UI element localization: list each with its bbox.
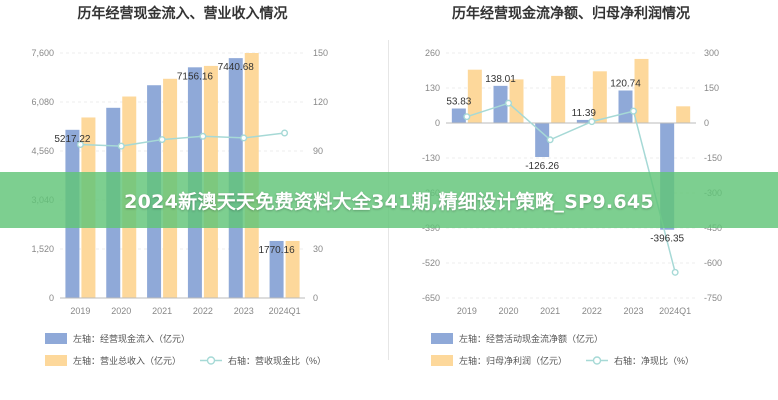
bar: [676, 106, 691, 123]
data-label: 5217.22: [54, 134, 91, 145]
y-right-tick-label: 30: [313, 244, 323, 254]
x-tick-label: 2024Q1: [269, 306, 301, 316]
x-tick-label: 2024Q1: [659, 306, 691, 316]
y-left-tick-label: 6,080: [31, 97, 54, 107]
legend-entry: 左轴：经营活动现金流净额（亿元）: [459, 333, 603, 344]
line-point: [463, 113, 471, 121]
banner-text: 2024新澳天天免费资料大全341期,精细设计策略_SP9.645: [124, 190, 654, 213]
line-point: [158, 136, 166, 144]
x-tick-label: 2019: [70, 306, 90, 316]
x-tick-label: 2021: [540, 306, 560, 316]
line-point: [629, 107, 637, 115]
legend-entry: 左轴：经营现金流入（亿元）: [73, 333, 190, 344]
bar: [509, 79, 524, 123]
legend-entry: 右轴：净现比（%）: [614, 355, 694, 366]
y-right-tick-label: 90: [313, 146, 323, 156]
y-right-tick-label: 0: [704, 118, 709, 128]
x-tick-label: 2020: [111, 306, 131, 316]
legend-swatch: [431, 333, 453, 344]
y-left-tick-label: 1,520: [31, 244, 54, 254]
y-left-tick-label: 0: [49, 293, 54, 303]
legend-entry: 左轴：归母净利润（亿元）: [459, 355, 567, 366]
x-tick-label: 2022: [193, 306, 213, 316]
x-tick-label: 2020: [498, 306, 518, 316]
x-tick-label: 2021: [152, 306, 172, 316]
y-right-tick-label: -600: [704, 258, 722, 268]
bar: [592, 71, 607, 123]
legend-entry: 右轴：营收现金比（%）: [228, 355, 326, 366]
y-left-tick-label: 260: [425, 48, 440, 58]
line-point: [199, 132, 207, 140]
legend-marker: [206, 356, 216, 365]
line-point: [76, 140, 84, 148]
line-point: [117, 142, 125, 150]
line-point: [546, 136, 554, 144]
y-left-tick-label: 0: [435, 118, 440, 128]
data-label: -396.35: [650, 234, 684, 245]
y-right-tick-label: -750: [704, 293, 722, 303]
bar: [285, 240, 300, 298]
chart-cashflow-revenue: 历年经营现金流入、营业收入情况01,5203,0404,5606,0807,60…: [31, 5, 328, 366]
bar: [535, 123, 550, 157]
y-left-tick-label: -650: [422, 293, 440, 303]
bar: [634, 58, 649, 123]
series-line: [466, 102, 676, 273]
line-point: [588, 118, 596, 126]
y-right-tick-label: 120: [313, 97, 328, 107]
bar: [493, 85, 508, 123]
y-left-tick-label: 7,600: [31, 48, 54, 58]
line-point: [240, 134, 248, 142]
data-label: 7156.16: [177, 71, 214, 82]
x-tick-label: 2023: [234, 306, 254, 316]
legend-entry: 左轴：营业总收入（亿元）: [73, 355, 181, 366]
legend-swatch: [45, 355, 67, 366]
bar: [551, 75, 566, 123]
y-left-tick-label: 130: [425, 83, 440, 93]
y-left-tick-label: 4,560: [31, 146, 54, 156]
y-right-tick-label: 150: [704, 83, 719, 93]
x-tick-label: 2023: [623, 306, 643, 316]
y-right-tick-label: 0: [313, 293, 318, 303]
series-line: [80, 132, 285, 147]
chart-title: 历年经营现金流入、营业收入情况: [78, 5, 288, 21]
bar: [451, 108, 466, 123]
legend-swatch: [45, 333, 67, 344]
bar: [618, 90, 633, 123]
bar: [576, 119, 591, 123]
data-label: 1770.16: [259, 245, 296, 256]
data-label: 7440.68: [218, 62, 255, 73]
y-left-tick-label: -130: [422, 153, 440, 163]
line-point: [671, 268, 679, 276]
line-point: [281, 129, 289, 137]
bar: [467, 69, 482, 123]
legend-swatch: [431, 355, 453, 366]
y-left-tick-label: -520: [422, 258, 440, 268]
data-label: 53.83: [446, 97, 471, 108]
chart-panel-cashflow-revenue: 历年经营现金流入、营业收入情况01,5203,0404,5606,0807,60…: [31, 5, 328, 366]
y-right-tick-label: -450: [704, 223, 722, 233]
data-label: 120.74: [610, 78, 641, 89]
line-point: [504, 99, 512, 107]
chart-title: 历年经营现金流净额、归母净利润情况: [452, 5, 690, 21]
y-right-tick-label: -150: [704, 153, 722, 163]
overlay-banner: 2024新澳天天免费资料大全341期,精细设计策略_SP9.645: [0, 172, 778, 228]
y-right-tick-label: 300: [704, 48, 719, 58]
data-label: 11.39: [572, 108, 597, 119]
legend-marker: [592, 356, 602, 365]
y-right-tick-label: 150: [313, 48, 328, 58]
y-left-tick-label: -390: [422, 223, 440, 233]
data-label: 138.01: [485, 74, 516, 85]
x-tick-label: 2022: [582, 306, 602, 316]
bar: [269, 240, 284, 298]
data-label: -126.26: [525, 161, 559, 172]
x-tick-label: 2019: [457, 306, 477, 316]
